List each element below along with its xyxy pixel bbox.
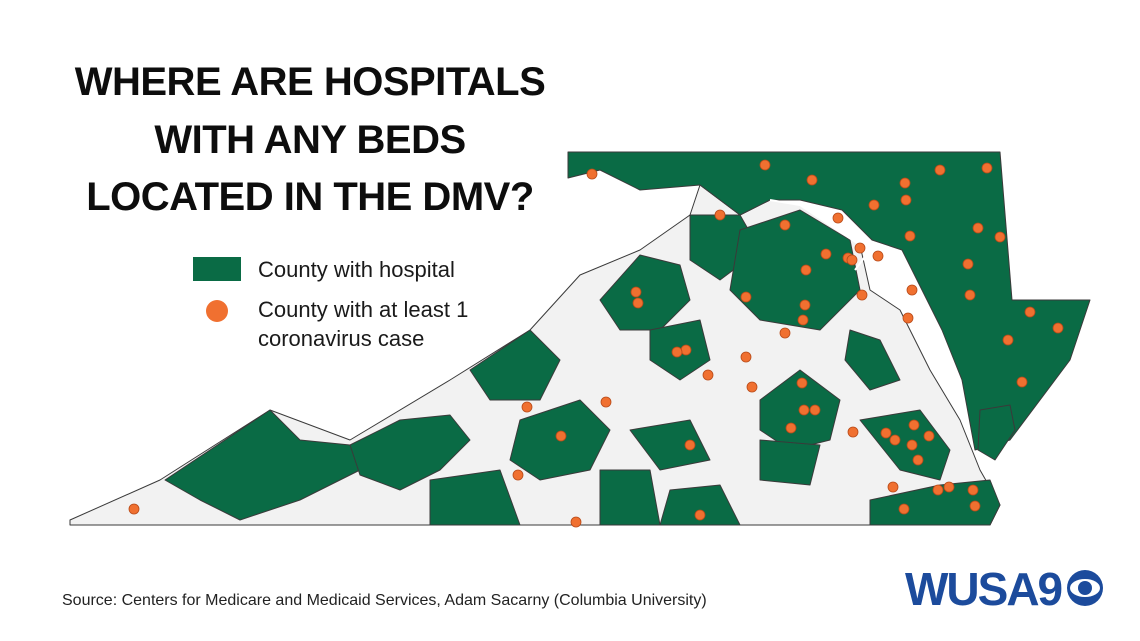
case-dot bbox=[779, 219, 791, 231]
case-dot bbox=[889, 434, 901, 446]
case-dot bbox=[797, 314, 809, 326]
case-dot bbox=[1016, 376, 1028, 388]
county bbox=[599, 469, 661, 526]
cbs-eye bbox=[1067, 570, 1103, 606]
case-dot bbox=[680, 344, 692, 356]
county bbox=[759, 439, 821, 486]
case-dot bbox=[1002, 334, 1014, 346]
case-dot bbox=[746, 381, 758, 393]
case-dot bbox=[671, 346, 683, 358]
case-dot bbox=[512, 469, 524, 481]
case-dot bbox=[820, 248, 832, 260]
case-dot bbox=[586, 168, 598, 180]
case-dot bbox=[570, 516, 582, 528]
case-dot bbox=[1024, 306, 1036, 318]
case-dot bbox=[600, 396, 612, 408]
case-dot bbox=[969, 500, 981, 512]
case-dot bbox=[555, 430, 567, 442]
case-dot bbox=[972, 222, 984, 234]
case-dot bbox=[809, 404, 821, 416]
case-dot bbox=[932, 484, 944, 496]
map-shapes bbox=[69, 151, 1091, 526]
case-dot bbox=[880, 427, 892, 439]
case-dot bbox=[521, 401, 533, 413]
case-dot bbox=[962, 258, 974, 270]
county bbox=[977, 404, 1016, 461]
case-dot bbox=[923, 430, 935, 442]
case-dot bbox=[906, 284, 918, 296]
case-dot bbox=[854, 242, 866, 254]
legend-label: County with hospital bbox=[258, 257, 455, 282]
county bbox=[469, 329, 561, 401]
case-dot bbox=[740, 291, 752, 303]
case-dot bbox=[904, 230, 916, 242]
county bbox=[859, 409, 951, 481]
county bbox=[729, 209, 861, 331]
case-dot bbox=[740, 351, 752, 363]
case-dot bbox=[847, 426, 859, 438]
maryland bbox=[567, 151, 1091, 451]
case-dot bbox=[800, 264, 812, 276]
case-dot bbox=[856, 289, 868, 301]
case-dot bbox=[900, 194, 912, 206]
case-dot bbox=[899, 177, 911, 189]
case-dot bbox=[912, 454, 924, 466]
title-line: LOCATED IN THE DMV? bbox=[86, 175, 534, 219]
case-dot bbox=[702, 369, 714, 381]
case-dot bbox=[906, 439, 918, 451]
case-dot bbox=[887, 481, 899, 493]
hospital-counties bbox=[164, 209, 1016, 526]
case-dot bbox=[796, 377, 808, 389]
county bbox=[844, 329, 901, 391]
case-dot bbox=[868, 199, 880, 211]
case-dot bbox=[759, 159, 771, 171]
legend-dot bbox=[206, 300, 228, 322]
logo: WUSA9 bbox=[905, 563, 1063, 615]
title-line: WHERE ARE HOSPITALS bbox=[74, 60, 546, 104]
case-dot bbox=[684, 439, 696, 451]
legend-label: County with at least 1 coronavirus case bbox=[258, 297, 469, 351]
case-dot bbox=[846, 254, 858, 266]
case-dot bbox=[872, 250, 884, 262]
county bbox=[599, 254, 691, 331]
case-dot bbox=[779, 327, 791, 339]
case-dot bbox=[832, 212, 844, 224]
county bbox=[629, 419, 711, 471]
case-markers bbox=[128, 159, 1064, 528]
case-dot bbox=[799, 299, 811, 311]
case-dot bbox=[1052, 322, 1064, 334]
case-dot bbox=[806, 174, 818, 186]
case-dot bbox=[943, 481, 955, 493]
case-dot bbox=[964, 289, 976, 301]
dc-border bbox=[769, 199, 871, 271]
case-dot bbox=[902, 312, 914, 324]
case-dot bbox=[994, 231, 1006, 243]
source: Source: Centers for Medicare and Medicai… bbox=[62, 592, 707, 609]
case-dot bbox=[967, 484, 979, 496]
case-dot bbox=[934, 164, 946, 176]
case-dot bbox=[981, 162, 993, 174]
case-dot bbox=[898, 503, 910, 515]
case-dot bbox=[128, 503, 140, 515]
county bbox=[429, 469, 521, 526]
case-dot bbox=[798, 404, 810, 416]
case-dot bbox=[632, 297, 644, 309]
case-dot bbox=[908, 419, 920, 431]
case-dot bbox=[630, 286, 642, 298]
county bbox=[659, 484, 741, 526]
case-dot bbox=[714, 209, 726, 221]
case-dot bbox=[694, 509, 706, 521]
case-dot bbox=[785, 422, 797, 434]
legend-swatch bbox=[193, 257, 241, 281]
title-line: WITH ANY BEDS bbox=[154, 118, 466, 162]
county bbox=[349, 414, 471, 491]
